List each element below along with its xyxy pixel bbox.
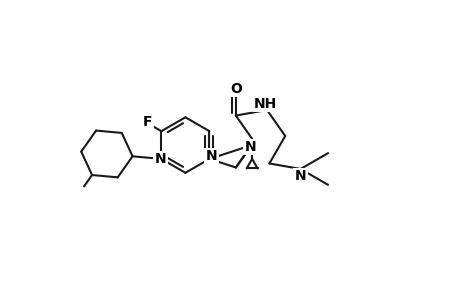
Text: F: F [143, 115, 152, 129]
Text: N: N [205, 149, 217, 163]
Text: N: N [244, 140, 255, 154]
Text: N: N [154, 152, 166, 166]
Text: NH: NH [253, 97, 276, 111]
Text: O: O [230, 82, 241, 96]
Text: N: N [294, 169, 306, 183]
